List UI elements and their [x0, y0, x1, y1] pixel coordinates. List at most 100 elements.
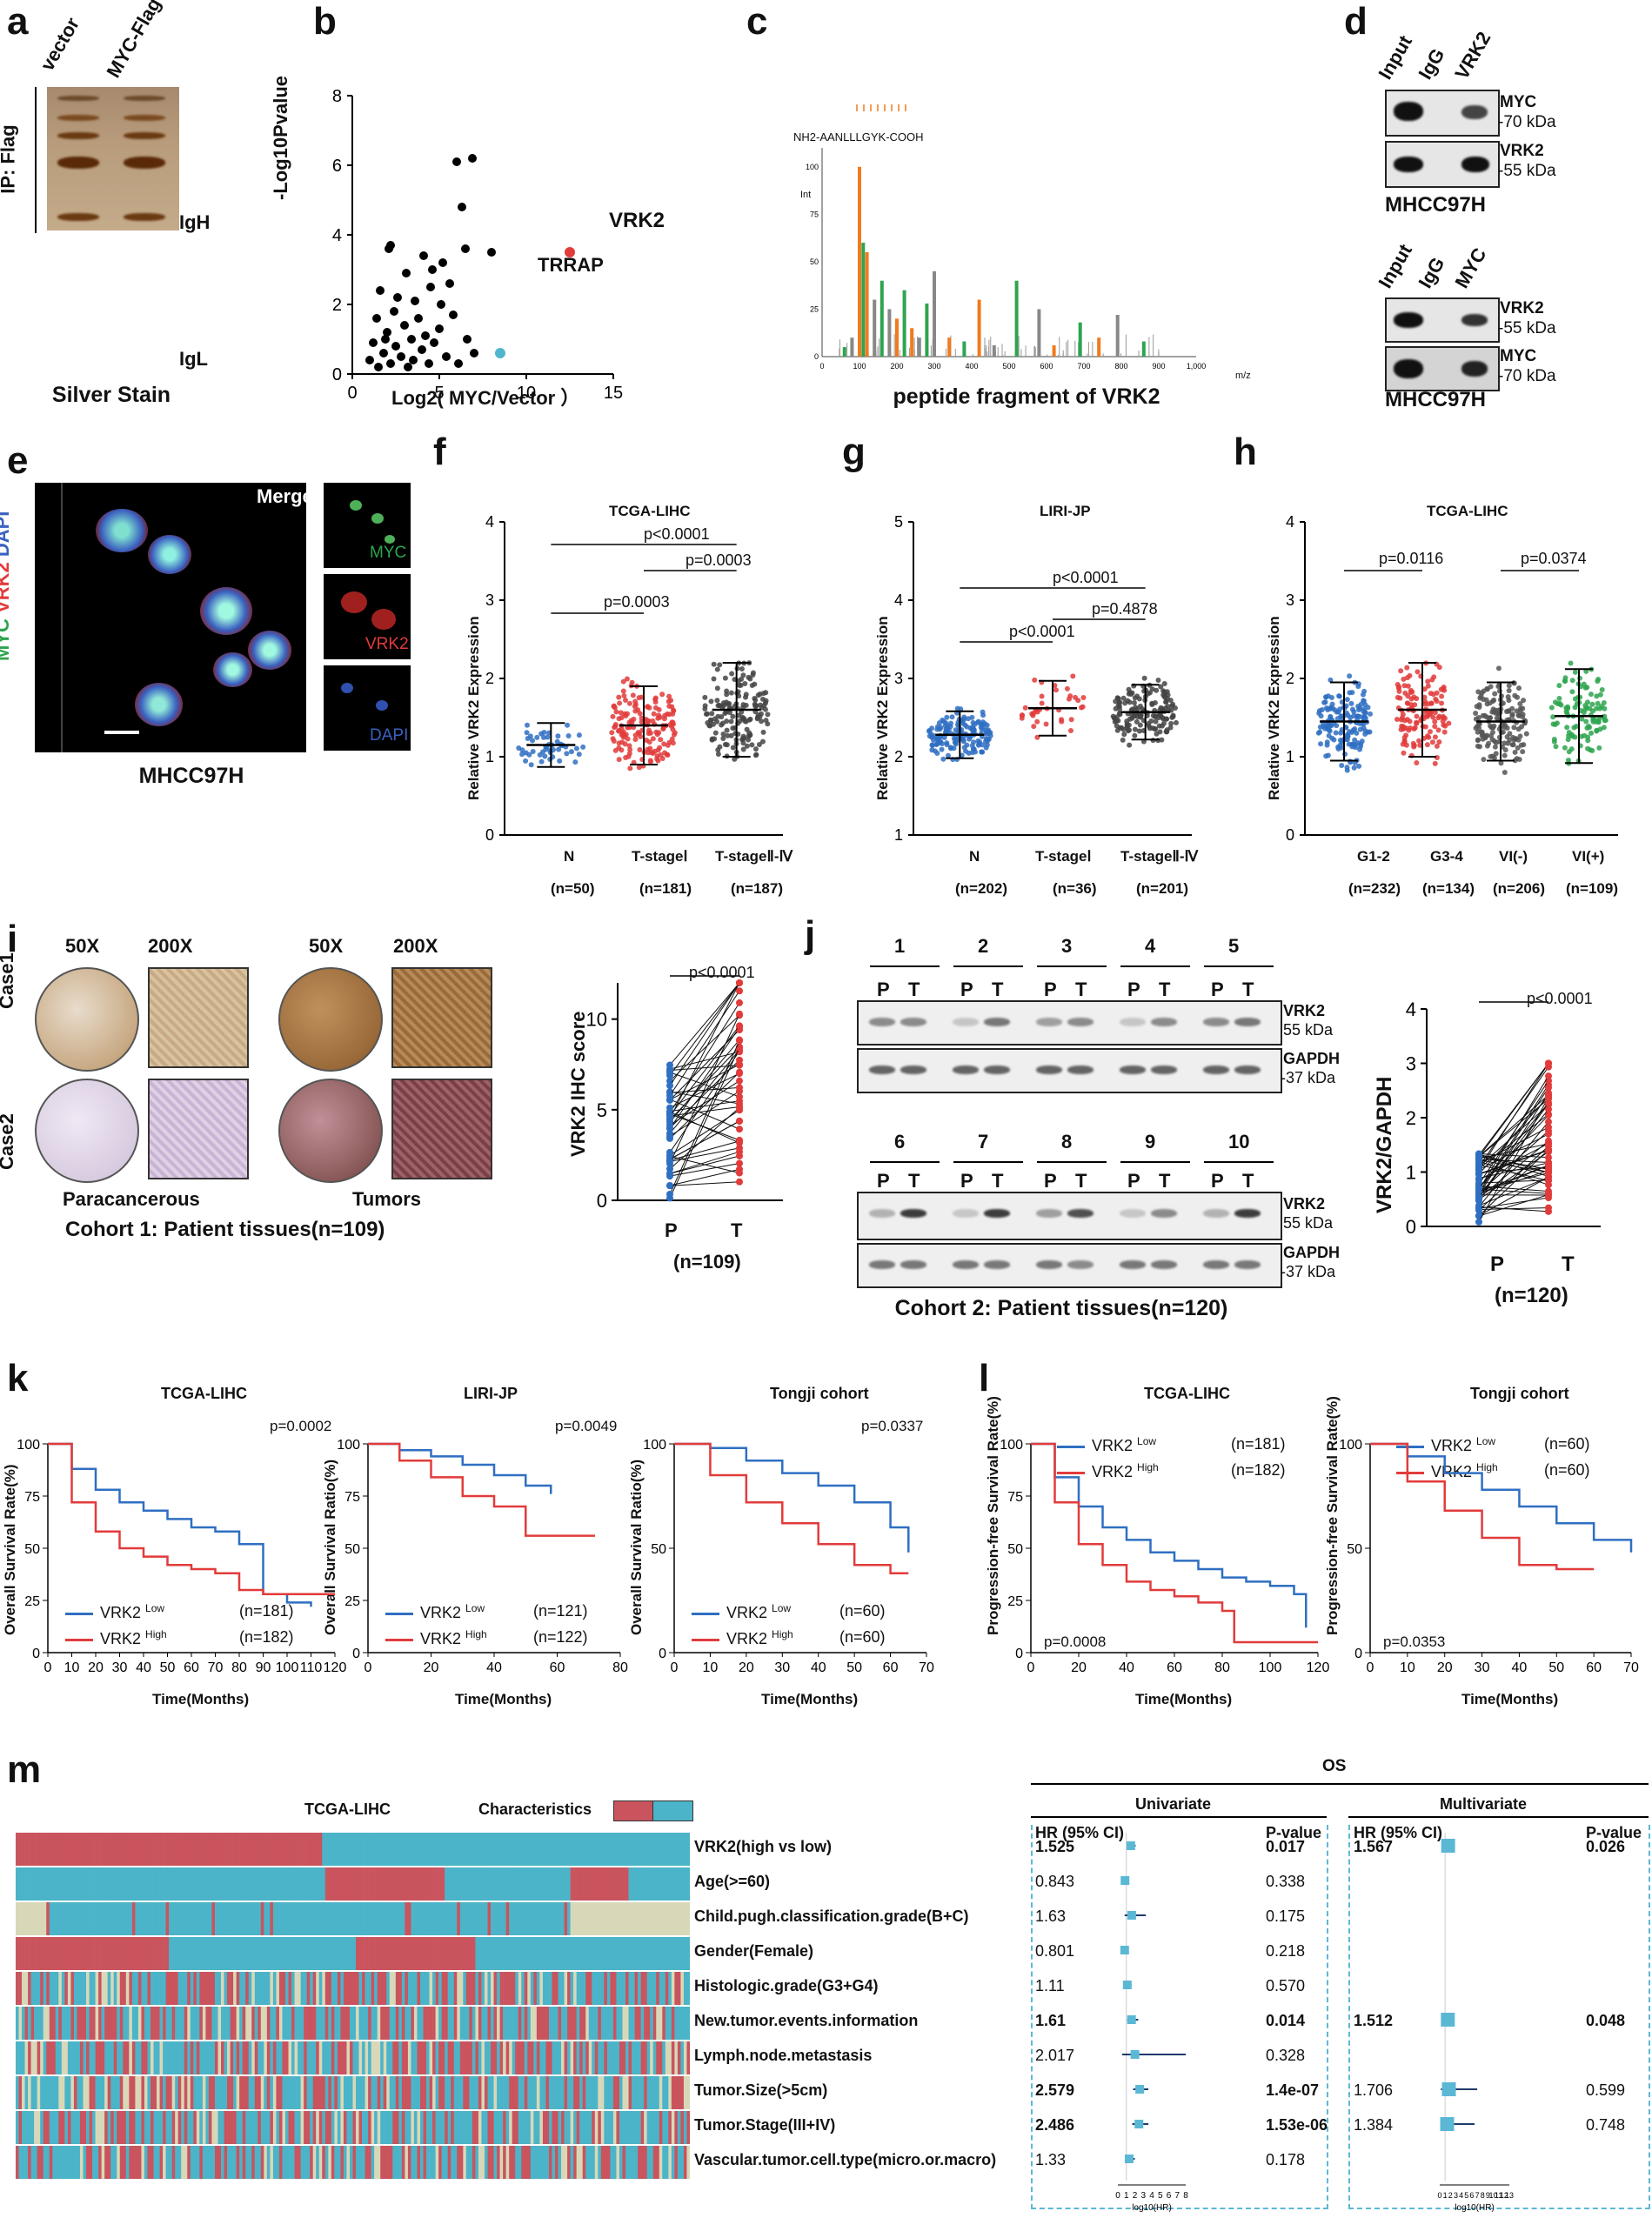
- heat-cell: [217, 1972, 222, 2005]
- data-dot: [1558, 702, 1564, 708]
- heat-cell: [147, 2111, 151, 2144]
- heat-cell: [266, 1867, 271, 1901]
- heat-cell: [545, 1902, 550, 1935]
- heat-cell: [113, 1902, 117, 1935]
- heat-cell: [463, 2007, 467, 2040]
- heat-cell: [227, 2041, 231, 2074]
- j-lane-number: 8: [1061, 1131, 1073, 1152]
- km-legend-n: (n=60): [839, 1602, 886, 1620]
- ms-peak: [861, 243, 866, 357]
- heat-cell: [294, 2111, 298, 2144]
- heat-cell: [530, 1937, 534, 1970]
- heat-cell: [533, 1833, 538, 1866]
- heat-cell: [542, 2041, 546, 2074]
- heat-cell: [221, 2146, 224, 2179]
- heat-cell: [89, 2007, 93, 2040]
- heat-cell: [570, 1867, 574, 1901]
- heat-cell: [573, 2041, 577, 2074]
- heat-cell: [680, 2041, 685, 2074]
- heat-cell: [481, 1972, 485, 2005]
- heat-cell: [251, 1867, 256, 1901]
- heat-cell: [135, 1833, 139, 1866]
- heat-cell: [536, 1902, 540, 1935]
- heat-cell: [604, 1972, 608, 2005]
- heat-cell: [92, 1833, 96, 1866]
- heat-cell: [640, 1937, 645, 1970]
- data-dot: [1587, 725, 1593, 731]
- heat-cell: [272, 1902, 277, 1935]
- heat-cell: [365, 1972, 369, 2005]
- heat-cell: [463, 1833, 467, 1866]
- heat-cell: [386, 2146, 391, 2179]
- data-dot: [714, 698, 720, 704]
- data-dot: [952, 739, 958, 745]
- heat-cell: [632, 1833, 635, 1866]
- heat-cell: [570, 1937, 574, 1970]
- km-legend-sup: High: [772, 1628, 793, 1640]
- heat-cell: [300, 1972, 304, 2005]
- p-dot: [666, 1181, 673, 1189]
- data-dot: [647, 745, 653, 752]
- heat-cell: [224, 1833, 228, 1866]
- j-lane-number: 10: [1228, 1131, 1250, 1152]
- km-legend-label: VRK2 High: [100, 1628, 167, 1648]
- heat-cell: [211, 1867, 216, 1901]
- heat-cell: [199, 1937, 204, 1970]
- heat-cell: [503, 1833, 506, 1866]
- heat-cell: [211, 1972, 216, 2005]
- data-dot: [725, 732, 731, 738]
- heat-cell: [304, 1972, 307, 2005]
- data-dot: [1601, 699, 1607, 705]
- heat-cell: [58, 2111, 63, 2144]
- tick-label: 0: [814, 352, 819, 361]
- heat-cell: [487, 1833, 492, 1866]
- pair-line: [1478, 1197, 1549, 1209]
- data-dot: [1349, 744, 1355, 750]
- pair-line: [669, 1013, 740, 1165]
- heat-cell: [242, 2007, 246, 2040]
- heat-cell: [144, 1902, 148, 1935]
- heat-cell: [165, 2007, 170, 2040]
- ms-peak: [947, 337, 952, 357]
- heat-cell: [64, 1833, 69, 1866]
- heat-cell: [405, 1972, 409, 2005]
- multi-tick: 4: [1459, 2191, 1463, 2200]
- heat-cell: [211, 2007, 216, 2040]
- heat-cell: [328, 2007, 332, 2040]
- data-dot: [621, 732, 627, 738]
- i-caption: Cohort 1: Patient tissues(n=109): [65, 1218, 385, 1241]
- tick-label: 80: [231, 1660, 247, 1675]
- heat-cell: [564, 1867, 568, 1901]
- lane-label-myc-flag: MYC-Flag: [102, 0, 165, 82]
- heat-cell: [61, 2111, 65, 2144]
- heat-cell: [432, 1937, 436, 1970]
- data-dot: [747, 732, 753, 738]
- heat-cell: [570, 1972, 574, 2005]
- heat-cell: [260, 1972, 264, 2005]
- heat-cell: [67, 1867, 71, 1901]
- heat-cell: [92, 1972, 96, 2005]
- heat-cell: [585, 1937, 590, 1970]
- heat-cell: [153, 1902, 157, 1935]
- heat-cell: [389, 2111, 393, 2144]
- heat-cell: [386, 2076, 391, 2109]
- tick-label: 5: [434, 384, 444, 403]
- data-dot: [1146, 723, 1152, 729]
- heat-cell: [43, 1902, 47, 1935]
- heat-cell: [499, 2076, 504, 2109]
- heat-cell: [278, 1972, 283, 2005]
- t-dot: [736, 1126, 743, 1133]
- m-uni-p: 1.53e-06: [1266, 2116, 1328, 2134]
- heat-cell: [487, 2111, 492, 2144]
- data-dot: [616, 716, 622, 722]
- heat-cell: [530, 1902, 534, 1935]
- heat-cell: [349, 1902, 353, 1935]
- heat-cell: [208, 1867, 212, 1901]
- heat-cell: [362, 2007, 365, 2040]
- km-curve-low: [1370, 1442, 1633, 1553]
- heat-cell: [208, 2076, 212, 2109]
- i-case-2: Case2: [0, 1113, 17, 1170]
- if-myc-side: MYC: [0, 618, 13, 661]
- heat-cell: [368, 1867, 371, 1901]
- heat-cell: [169, 2041, 172, 2074]
